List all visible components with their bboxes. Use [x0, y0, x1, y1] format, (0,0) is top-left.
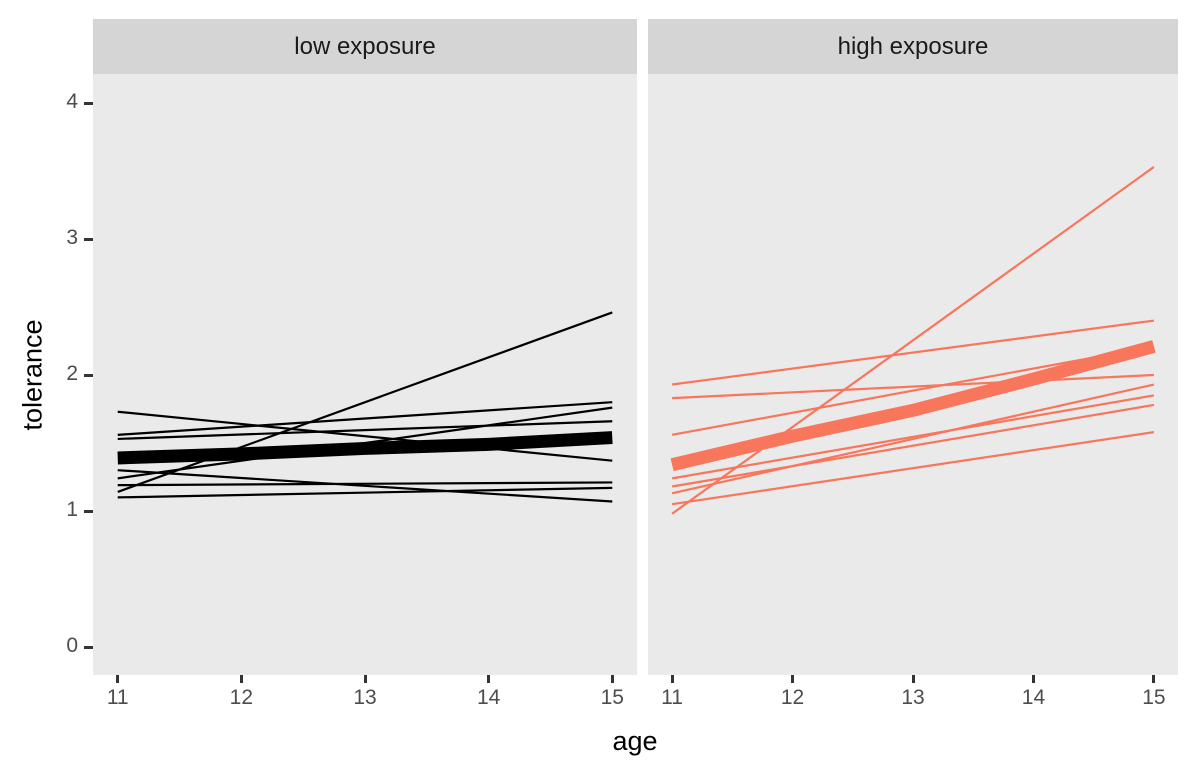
- x-tick-label: 13: [901, 686, 925, 709]
- x-tick-label: 15: [1142, 686, 1166, 709]
- x-tick-mark: [610, 675, 614, 683]
- facet-strip-label: high exposure: [837, 32, 989, 60]
- x-tick-label: 15: [600, 686, 624, 709]
- x-tick-mark: [1031, 675, 1035, 683]
- y-tick-label: 2: [66, 362, 78, 385]
- trajectory-line: [672, 373, 1154, 400]
- facet-strip-high-exposure: high exposure: [648, 19, 1178, 74]
- trajectory-line: [117, 401, 613, 436]
- x-tick-mark: [1152, 675, 1156, 683]
- mean-trajectory-line: [670, 340, 1156, 472]
- y-tick-mark: [84, 101, 93, 105]
- trajectory-line: [671, 383, 1155, 495]
- x-tick-mark: [911, 675, 915, 683]
- trajectory-line: [117, 469, 613, 503]
- x-tick-mark: [363, 675, 367, 683]
- trajectory-line: [117, 420, 613, 441]
- y-tick-mark: [84, 509, 93, 513]
- x-tick-mark: [116, 675, 120, 683]
- panel-low-exposure: [93, 74, 637, 675]
- trajectory-line: [671, 394, 1155, 480]
- x-tick-label: 12: [229, 686, 254, 709]
- trajectory-line: [671, 319, 1155, 386]
- trajectory-line: [117, 481, 613, 487]
- y-tick-mark: [84, 645, 93, 649]
- y-tick-label: 4: [66, 90, 78, 113]
- trajectory-line: [671, 403, 1155, 488]
- panel-background: [93, 74, 637, 675]
- x-tick-label: 11: [106, 686, 129, 709]
- mean-trajectory-line: [117, 431, 613, 465]
- x-tick-label: 11: [661, 686, 683, 709]
- y-tick-label: 3: [66, 226, 78, 249]
- facet-strip-label: low exposure: [294, 32, 436, 60]
- x-tick-mark: [791, 675, 795, 683]
- trajectory-line: [671, 345, 1155, 436]
- x-tick-label: 12: [780, 686, 805, 709]
- trajectory-line: [117, 311, 613, 493]
- trajectory-line: [671, 431, 1155, 506]
- x-tick-label: 13: [353, 686, 377, 709]
- y-tick-mark: [84, 373, 93, 377]
- x-tick-label: 14: [476, 686, 501, 709]
- y-tick-label: 0: [66, 634, 78, 657]
- trajectory-line: [117, 410, 613, 462]
- y-tick-label: 1: [66, 498, 78, 521]
- x-tick-mark: [487, 675, 491, 683]
- x-tick-label: 14: [1021, 686, 1046, 709]
- x-tick-mark: [239, 675, 243, 683]
- trajectory-line: [671, 166, 1155, 515]
- x-tick-mark: [670, 675, 674, 683]
- trajectory-line: [117, 486, 613, 499]
- y-tick-mark: [84, 237, 93, 241]
- panel-background: [648, 74, 1178, 675]
- panel-high-exposure: [648, 74, 1178, 675]
- x-axis-title: age: [612, 726, 658, 756]
- facet-strip-low-exposure: low exposure: [93, 19, 637, 74]
